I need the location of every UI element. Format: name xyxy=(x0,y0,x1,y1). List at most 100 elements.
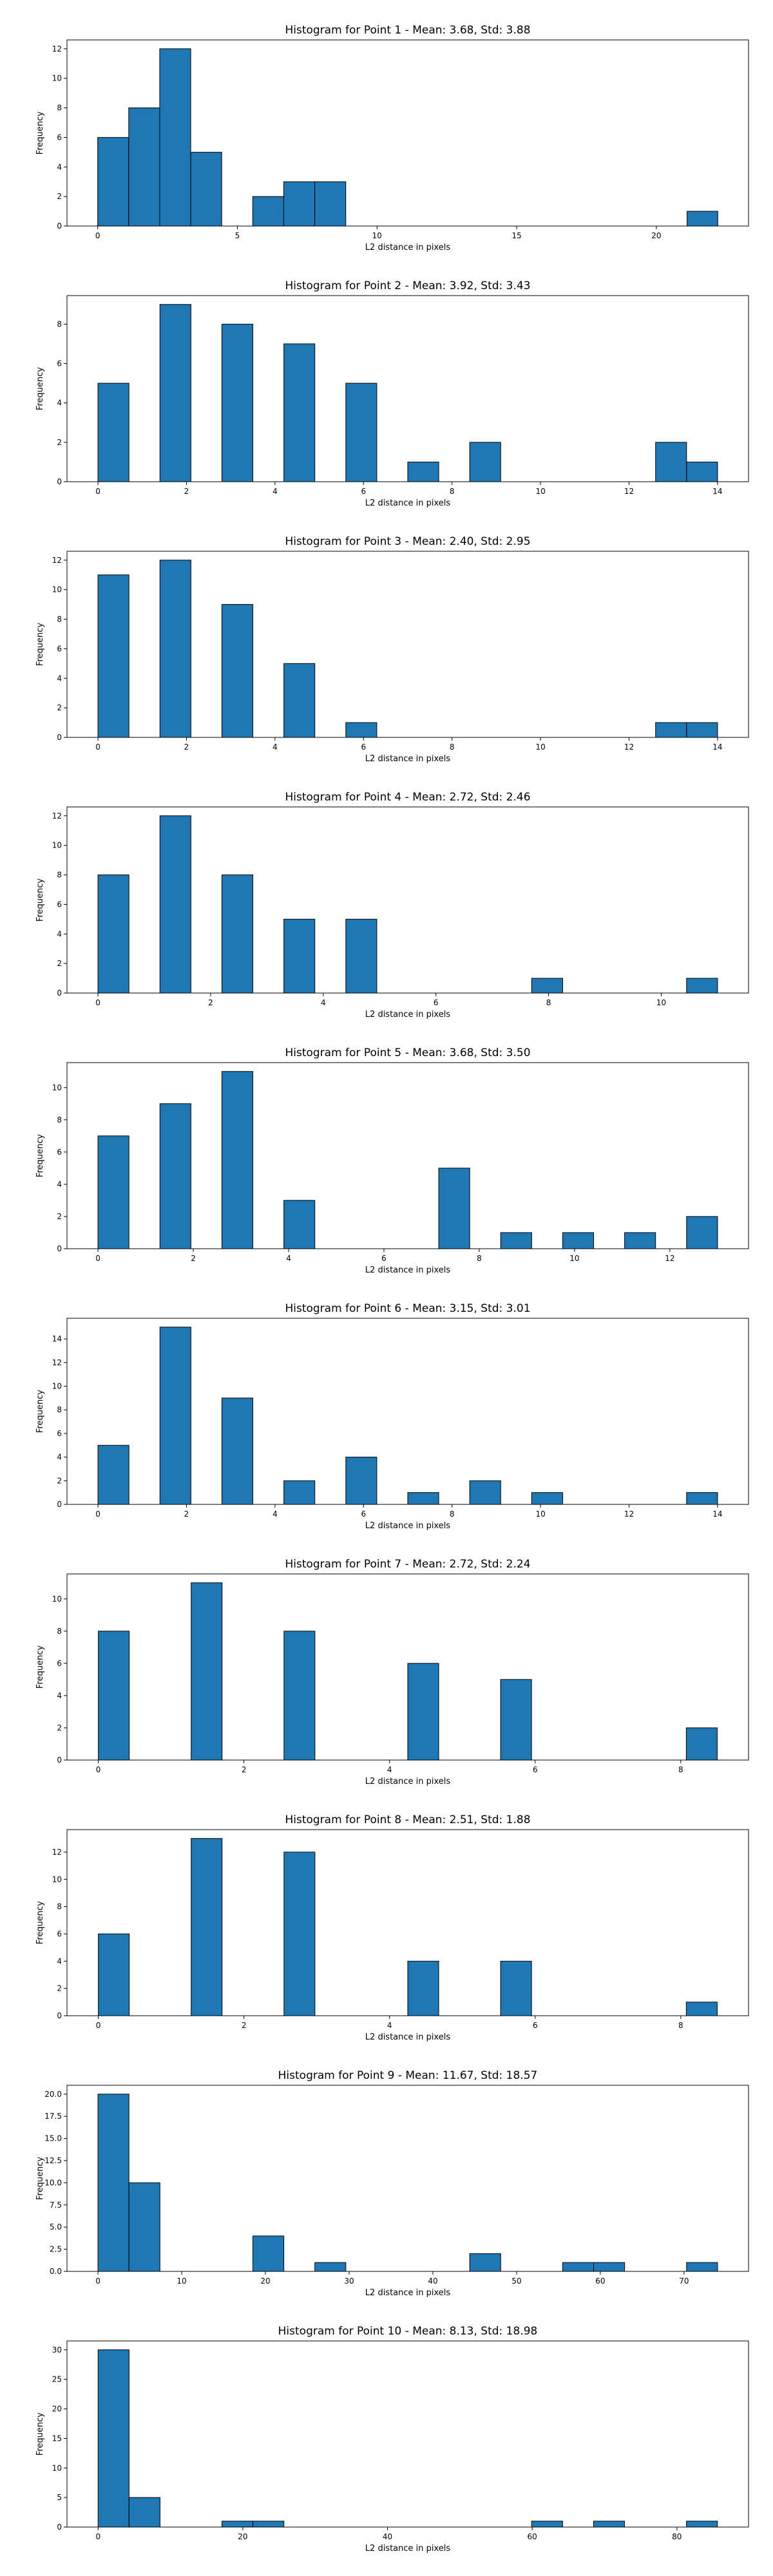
y-tick-label: 17.5 xyxy=(44,2112,62,2121)
y-tick-label: 10 xyxy=(52,1382,62,1391)
x-tick-label: 4 xyxy=(272,487,278,496)
y-tick-label: 12 xyxy=(52,556,62,565)
y-tick-label: 0 xyxy=(57,1244,62,1253)
histogram-bar xyxy=(686,1216,718,1249)
x-tick-label: 10 xyxy=(535,743,545,752)
x-tick-label: 8 xyxy=(450,743,455,752)
x-tick-label: 8 xyxy=(678,2021,683,2030)
x-tick-label: 2 xyxy=(184,1510,189,1519)
histogram-panel-4: Histogram for Point 4 - Mean: 2.72, Std:… xyxy=(35,791,749,1019)
y-tick-label: 8 xyxy=(57,104,62,113)
histogram-bar xyxy=(531,1492,563,1505)
x-tick-label: 0 xyxy=(96,1765,101,1774)
histogram-bar xyxy=(593,2521,625,2528)
y-tick-label: 2.5 xyxy=(50,2245,62,2254)
y-axis-label: Frequency xyxy=(35,1134,45,1177)
y-tick-label: 2 xyxy=(57,1723,62,1732)
plot-frame xyxy=(66,1318,749,1505)
x-axis-label: L2 distance in pixels xyxy=(365,1777,451,1786)
plot-frame xyxy=(66,1062,749,1249)
x-tick-label: 2 xyxy=(242,2021,247,2030)
histogram-bar xyxy=(159,560,191,738)
x-tick-label: 0 xyxy=(95,743,100,752)
histogram-bar xyxy=(686,1492,718,1505)
y-axis-label: Frequency xyxy=(35,623,45,666)
histogram-bar xyxy=(98,1631,130,1761)
histogram-bar xyxy=(159,815,191,994)
histogram-bar xyxy=(283,181,316,227)
y-tick-label: 8 xyxy=(57,1405,62,1414)
x-axis-label: L2 distance in pixels xyxy=(365,243,451,252)
y-tick-label: 8 xyxy=(57,871,62,880)
histogram-bar xyxy=(253,2521,285,2528)
histogram-bar xyxy=(531,2521,563,2528)
histogram-bar xyxy=(345,722,377,738)
chart-title: Histogram for Point 8 - Mean: 2.51, Std:… xyxy=(285,1814,530,1826)
y-tick-label: 12 xyxy=(52,811,62,820)
histogram-bar xyxy=(159,1103,191,1249)
histogram-bar xyxy=(655,442,687,482)
x-tick-label: 4 xyxy=(272,1510,278,1519)
y-axis-label: Frequency xyxy=(35,1901,45,1944)
x-tick-label: 20 xyxy=(238,2532,247,2541)
plot-frame xyxy=(66,39,749,227)
y-tick-label: 8 xyxy=(57,1627,62,1636)
y-tick-label: 6 xyxy=(57,900,62,909)
y-tick-label: 2 xyxy=(57,959,62,968)
histogram-bar xyxy=(469,442,501,482)
histogram-bar xyxy=(283,1852,316,2016)
y-tick-label: 10 xyxy=(52,585,62,594)
histogram-bar xyxy=(97,875,129,994)
x-axis-label: L2 distance in pixels xyxy=(365,1521,451,1531)
histogram-panel-9: Histogram for Point 9 - Mean: 11.67, Std… xyxy=(35,2069,749,2298)
plot-frame xyxy=(66,1829,749,2016)
x-tick-label: 4 xyxy=(286,1254,291,1263)
histogram-panel-6: Histogram for Point 6 - Mean: 3.15, Std:… xyxy=(35,1302,749,1531)
y-tick-label: 12.5 xyxy=(44,2156,62,2165)
x-tick-label: 14 xyxy=(712,1510,722,1519)
histogram-bar xyxy=(686,461,718,482)
y-tick-label: 0 xyxy=(57,989,62,998)
chart-title: Histogram for Point 4 - Mean: 2.72, Std:… xyxy=(285,791,530,804)
x-tick-label: 15 xyxy=(511,231,521,240)
x-tick-label: 8 xyxy=(450,1510,455,1519)
x-tick-label: 40 xyxy=(428,2277,437,2286)
y-tick-label: 4 xyxy=(57,1453,62,1462)
y-axis-label: Frequency xyxy=(35,878,45,922)
histogram-bar xyxy=(655,722,687,738)
y-tick-label: 8 xyxy=(57,615,62,624)
x-tick-label: 0 xyxy=(96,2021,101,2030)
x-axis-label: L2 distance in pixels xyxy=(365,1265,451,1275)
histogram-bar xyxy=(562,1232,595,1249)
histogram-bar xyxy=(97,574,129,738)
histogram-bar xyxy=(438,1168,470,1249)
x-tick-label: 0 xyxy=(95,1254,100,1263)
histogram-panel-5: Histogram for Point 5 - Mean: 3.68, Std:… xyxy=(35,1046,749,1275)
histogram-bar xyxy=(253,2235,285,2272)
histogram-panel-2: Histogram for Point 2 - Mean: 3.92, Std:… xyxy=(35,279,749,508)
y-tick-label: 12 xyxy=(52,1848,62,1857)
x-tick-label: 12 xyxy=(665,1254,674,1263)
x-tick-label: 2 xyxy=(184,487,189,496)
y-tick-label: 8 xyxy=(57,1115,62,1124)
histogram-bar xyxy=(221,604,254,738)
x-tick-label: 0 xyxy=(95,487,100,496)
histogram-bar xyxy=(593,2262,625,2272)
histogram-bar xyxy=(190,151,222,227)
chart-title: Histogram for Point 6 - Mean: 3.15, Std:… xyxy=(285,1302,530,1315)
y-tick-label: 20 xyxy=(52,2405,62,2414)
histogram-bar xyxy=(221,1397,254,1505)
x-tick-label: 0 xyxy=(95,231,100,240)
y-tick-label: 2 xyxy=(57,1984,62,1993)
histogram-bar xyxy=(469,2253,501,2272)
histogram-bar xyxy=(159,1327,191,1505)
y-tick-label: 2 xyxy=(57,438,62,447)
x-tick-label: 20 xyxy=(651,231,661,240)
x-tick-label: 0 xyxy=(95,1510,100,1519)
y-axis-label: Frequency xyxy=(35,1645,45,1689)
histogram-bar xyxy=(500,1232,532,1249)
y-tick-label: 0 xyxy=(57,222,62,231)
x-tick-label: 40 xyxy=(383,2532,392,2541)
y-tick-label: 15.0 xyxy=(44,2134,62,2143)
y-axis-label: Frequency xyxy=(35,2157,45,2200)
